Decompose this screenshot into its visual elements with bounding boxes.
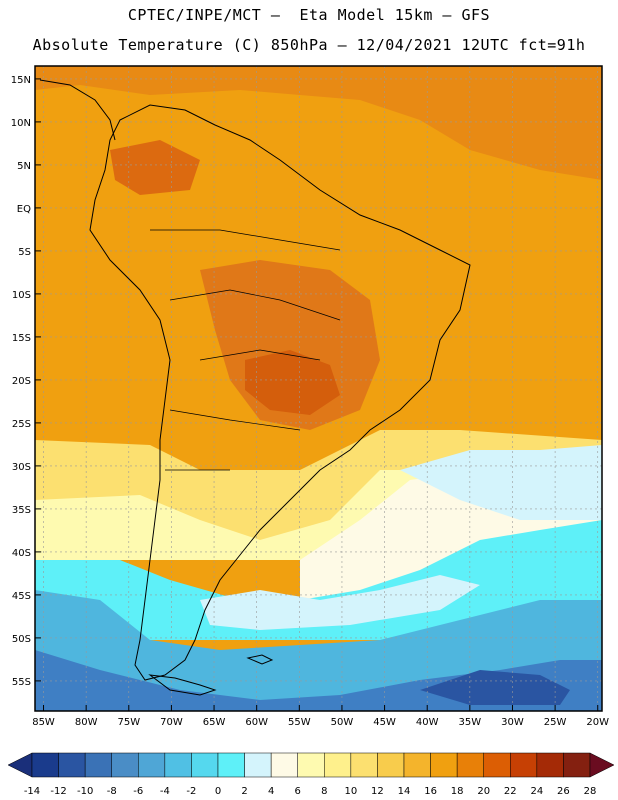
- colorbar-label: 2: [241, 786, 247, 797]
- colorbar-label: 18: [451, 786, 464, 797]
- colorbar-label: 14: [398, 786, 411, 797]
- lon-label: 45W: [373, 717, 396, 728]
- north-warm-band: [35, 66, 602, 180]
- lat-label: 10N: [11, 118, 31, 129]
- lat-label: 40S: [12, 548, 31, 559]
- lat-label: 10S: [12, 290, 31, 301]
- south-pale-band: [200, 575, 480, 630]
- colorbar-label: 4: [268, 786, 274, 797]
- lon-label: 20W: [586, 717, 609, 728]
- lat-label: 30S: [12, 462, 31, 473]
- lat-label: EQ: [17, 204, 31, 215]
- south-ocean-deepest: [420, 670, 570, 705]
- colorbar-label: 12: [371, 786, 384, 797]
- colorbar-label: -4: [160, 786, 170, 797]
- tierra-del-fuego-outline: [148, 674, 217, 696]
- colorbar-label: 10: [344, 786, 357, 797]
- colorbar-high-arrow: [589, 752, 615, 778]
- country-borders: [150, 229, 341, 471]
- colorbar-label: -8: [107, 786, 117, 797]
- colorbar-label: 26: [557, 786, 570, 797]
- lon-label: 60W: [245, 717, 268, 728]
- colorbar-label: -10: [77, 786, 93, 797]
- lat-label: 15S: [12, 333, 31, 344]
- lon-label: 30W: [501, 717, 524, 728]
- colorbar-label: -6: [133, 786, 143, 797]
- colorbar-label: -2: [186, 786, 196, 797]
- colorbar-swatch: [456, 752, 484, 778]
- lon-label: 50W: [331, 717, 354, 728]
- colorbar: [7, 752, 615, 778]
- colorbar-label: 20: [477, 786, 490, 797]
- colorbar-swatch: [297, 752, 325, 778]
- colorbar-label: 0: [215, 786, 221, 797]
- lon-label: 65W: [203, 717, 226, 728]
- lon-label: 35W: [459, 717, 482, 728]
- lat-label: 15N: [11, 75, 31, 86]
- colorbar-label: 8: [321, 786, 327, 797]
- colorbar-swatch: [217, 752, 245, 778]
- colorbar-swatch: [510, 752, 538, 778]
- colorbar-swatch: [430, 752, 458, 778]
- colorbar-swatch: [164, 752, 192, 778]
- colorbar-swatch: [84, 752, 112, 778]
- continent-outline: [89, 104, 471, 681]
- colorbar-swatch: [563, 752, 591, 778]
- lat-label: 35S: [12, 505, 31, 516]
- colorbar-swatch: [350, 752, 378, 778]
- colorbar-swatch: [244, 752, 272, 778]
- central-america-outline: [39, 79, 116, 141]
- lon-label: 80W: [75, 717, 98, 728]
- lon-label: 85W: [32, 717, 55, 728]
- colorbar-swatch: [377, 752, 405, 778]
- colorbar-swatch: [324, 752, 352, 778]
- lon-label: 70W: [160, 717, 183, 728]
- lat-label: 45S: [12, 591, 31, 602]
- colorbar-label: 28: [584, 786, 597, 797]
- nw-hot-area: [110, 140, 200, 195]
- colorbar-label: 6: [295, 786, 301, 797]
- map-frame: [34, 65, 603, 712]
- falkland-islands-outline: [246, 654, 274, 665]
- colorbar-labels: -14 -12 -10 -8 -6 -4 -2 0 2 4 6 8 10 12 14 16 18 20 22 24 26…: [24, 786, 597, 797]
- map-title: CPTEC/INPE/MCT – Eta Model 15km – GFS: [127, 6, 491, 24]
- lat-label: 55S: [12, 677, 31, 688]
- lat-label: 25S: [12, 419, 31, 430]
- temperature-field: [35, 66, 602, 711]
- atlantic-pale-cyan: [400, 445, 602, 520]
- lon-label: 40W: [416, 717, 439, 728]
- lat-label: 5S: [18, 247, 31, 258]
- south-cyan-band: [35, 520, 602, 640]
- colorbar-swatch: [31, 752, 59, 778]
- colorbar-swatch: [403, 752, 431, 778]
- colorbar-swatch: [138, 752, 166, 778]
- lon-label: 55W: [288, 717, 311, 728]
- colorbar-swatch: [270, 752, 298, 778]
- colorbar-swatch: [111, 752, 139, 778]
- colorbar-label: 22: [504, 786, 517, 797]
- interior-hottest-area: [245, 350, 340, 415]
- colorbar-label: 16: [424, 786, 437, 797]
- lon-label: 25W: [544, 717, 567, 728]
- colorbar-label: -12: [50, 786, 66, 797]
- lat-label: 50S: [12, 634, 31, 645]
- colorbar-swatch: [191, 752, 219, 778]
- lat-label: 20S: [12, 376, 31, 387]
- colorbar-swatch: [483, 752, 511, 778]
- lat-label: 5N: [17, 161, 31, 172]
- colorbar-label: 24: [530, 786, 543, 797]
- colorbar-low-arrow: [7, 752, 33, 778]
- latitude-labels: 15N 10N 5N EQ 5S 10S 15S 20S 25S 30S 35S 40S 45S 50S 5…: [11, 75, 41, 688]
- colorbar-label: -14: [24, 786, 40, 797]
- colorbar-swatch: [536, 752, 564, 778]
- longitude-labels: 85W 80W 75W 70W 65W 60W 55W 50W 45W 40W 35W 30W 25W 2…: [32, 705, 609, 728]
- colorbar-swatch: [58, 752, 86, 778]
- lon-label: 75W: [117, 717, 140, 728]
- map-subtitle: Absolute Temperature (C) 850hPa – 12/04/…: [32, 36, 586, 54]
